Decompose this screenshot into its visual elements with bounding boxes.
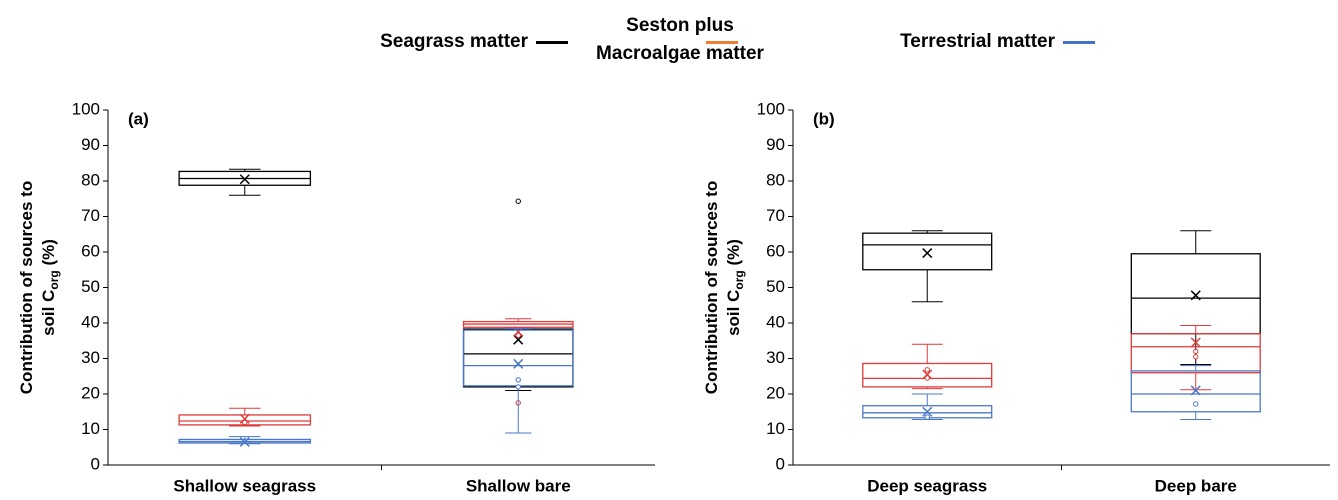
y-axis-label: Contribution of sources to soil Corg (%)	[702, 181, 746, 394]
mean-marker	[922, 406, 933, 417]
outlier	[1193, 348, 1199, 355]
y-axis-label-line: Contribution of sources to	[702, 181, 721, 394]
outlier	[924, 414, 930, 420]
y-tick-label: 0	[776, 454, 785, 473]
y-tick-label: 30	[766, 348, 785, 367]
y-tick-label: 20	[766, 383, 785, 402]
y-tick-label: 70	[81, 206, 100, 225]
outlier	[924, 375, 930, 381]
y-tick-label: 0	[91, 454, 100, 473]
y-tick-label: 80	[81, 170, 100, 189]
legend-swatch	[536, 41, 568, 44]
y-tick-label: 50	[766, 277, 785, 296]
box	[1130, 253, 1261, 335]
mean-marker	[513, 326, 524, 337]
y-tick-label: 10	[81, 419, 100, 438]
y-tick-label: 60	[766, 241, 785, 260]
y-axis-label-line: soil C	[724, 290, 743, 336]
x-tick-label: Shallow seagrass	[173, 476, 316, 495]
y-tick-label: 50	[81, 277, 100, 296]
mean-marker	[1190, 337, 1201, 348]
outlier	[515, 332, 521, 339]
mean-marker	[513, 358, 524, 369]
legend-swatch	[706, 41, 738, 44]
y-axis-label-sub: org	[47, 270, 61, 289]
box	[1130, 332, 1261, 374]
y-tick-label: 20	[81, 383, 100, 402]
y-axis-label-unit: (%)	[724, 239, 743, 270]
y-tick-label: 40	[81, 312, 100, 331]
y-axis-label-line: Contribution of sources to	[17, 181, 36, 394]
mean-marker	[239, 413, 250, 424]
y-tick-label: 90	[766, 135, 785, 154]
mean-marker	[1190, 290, 1201, 301]
mean-marker	[922, 369, 933, 380]
outlier	[515, 377, 521, 383]
mean-marker	[513, 334, 524, 345]
outlier	[242, 419, 248, 426]
outlier	[515, 384, 521, 390]
y-tick-label: 90	[81, 135, 100, 154]
outlier	[1193, 354, 1199, 360]
legend-label: Terrestrial matter	[900, 31, 1055, 52]
y-tick-label: 80	[766, 170, 785, 189]
legend-label: Seagrass matter	[380, 31, 528, 52]
panel-label: (b)	[813, 109, 835, 128]
y-tick-label: 70	[766, 206, 785, 225]
panel-label: (a)	[128, 109, 149, 128]
box	[1130, 370, 1261, 413]
y-tick-label: 40	[766, 312, 785, 331]
y-tick-label: 10	[766, 419, 785, 438]
outlier	[515, 198, 521, 204]
y-axis-label-unit: (%)	[39, 239, 58, 270]
y-tick-label: 30	[81, 348, 100, 367]
mean-marker	[1190, 385, 1201, 396]
mean-marker	[239, 436, 250, 447]
legend-label: Seston plus Macroalgae matter	[596, 15, 764, 64]
mean-marker	[922, 248, 933, 259]
y-axis-label: Contribution of sources to soil Corg (%)	[17, 181, 61, 394]
y-tick-label: 60	[81, 241, 100, 260]
y-tick-label: 100	[72, 99, 100, 118]
mean-marker	[239, 174, 250, 185]
y-tick-label: 100	[757, 99, 785, 118]
box	[862, 232, 993, 271]
y-axis-label-sub: org	[732, 270, 746, 289]
y-axis-label-line: soil C	[39, 290, 58, 336]
legend-swatch	[1063, 41, 1095, 44]
box	[862, 362, 993, 388]
outlier	[1193, 401, 1199, 407]
x-tick-label: Deep bare	[1155, 476, 1237, 495]
outlier	[924, 367, 930, 373]
x-tick-label: Shallow bare	[466, 476, 571, 495]
x-tick-label: Deep seagrass	[867, 476, 987, 495]
